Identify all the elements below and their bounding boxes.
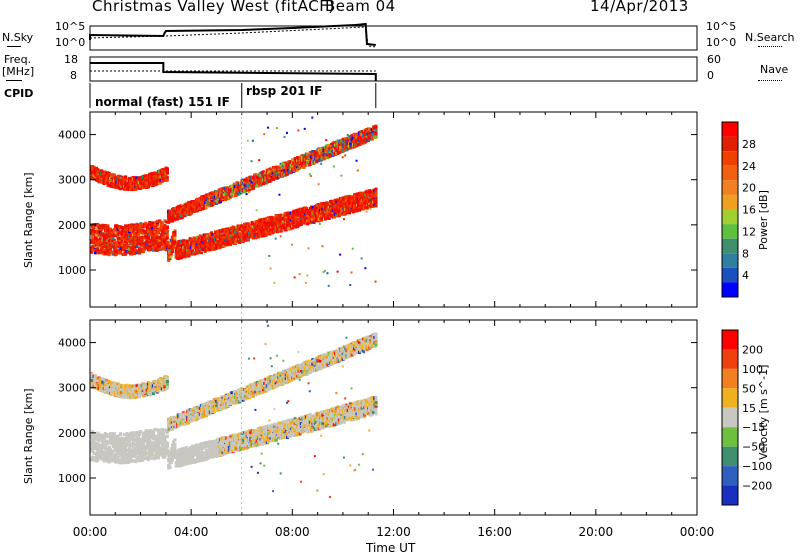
power-cell — [267, 127, 269, 129]
power-cell — [173, 233, 176, 236]
power-cell — [270, 268, 272, 270]
power-cell — [166, 167, 169, 170]
power-cell — [166, 236, 169, 239]
freq-panel-frame — [90, 57, 697, 81]
power-cell — [294, 276, 296, 278]
power-cell — [305, 282, 307, 284]
power-cell — [256, 209, 258, 211]
power-cell — [280, 235, 282, 237]
power-cell — [268, 255, 270, 257]
power-cell — [319, 223, 321, 225]
power-cell — [166, 171, 169, 174]
freq-trace — [90, 63, 376, 81]
power-cell — [286, 132, 288, 134]
power-cell — [308, 247, 310, 249]
power-cell — [311, 117, 313, 119]
power-cell — [304, 128, 306, 130]
power-cell — [147, 236, 150, 239]
power-cell — [278, 194, 280, 196]
power-cell — [299, 273, 301, 275]
power-cell — [247, 140, 249, 142]
power-cell — [258, 159, 260, 161]
power-cell — [275, 238, 277, 240]
power-cell — [173, 230, 176, 233]
power-cell — [246, 193, 248, 195]
power-cell — [291, 244, 293, 246]
power-cell — [306, 275, 308, 277]
power-cell — [263, 133, 265, 135]
power-cell — [166, 226, 169, 229]
power-cell — [166, 234, 169, 237]
power-cell — [283, 136, 285, 138]
power-cell — [297, 129, 299, 131]
power-cell — [173, 237, 176, 240]
power-cell — [309, 173, 311, 175]
power-cell — [310, 175, 312, 177]
power-cell — [252, 140, 254, 142]
power-cell — [166, 176, 169, 179]
power-cell — [320, 218, 323, 221]
nsky-panel-frame — [90, 26, 697, 50]
power-cell — [251, 160, 253, 162]
nsky-trace — [90, 24, 376, 45]
power-cell — [276, 127, 278, 129]
power-cell — [248, 191, 250, 193]
power-cell — [318, 183, 320, 185]
power-cell — [156, 224, 159, 227]
power-cell — [96, 247, 99, 250]
power-cell — [273, 282, 275, 284]
power-cell — [166, 230, 169, 233]
